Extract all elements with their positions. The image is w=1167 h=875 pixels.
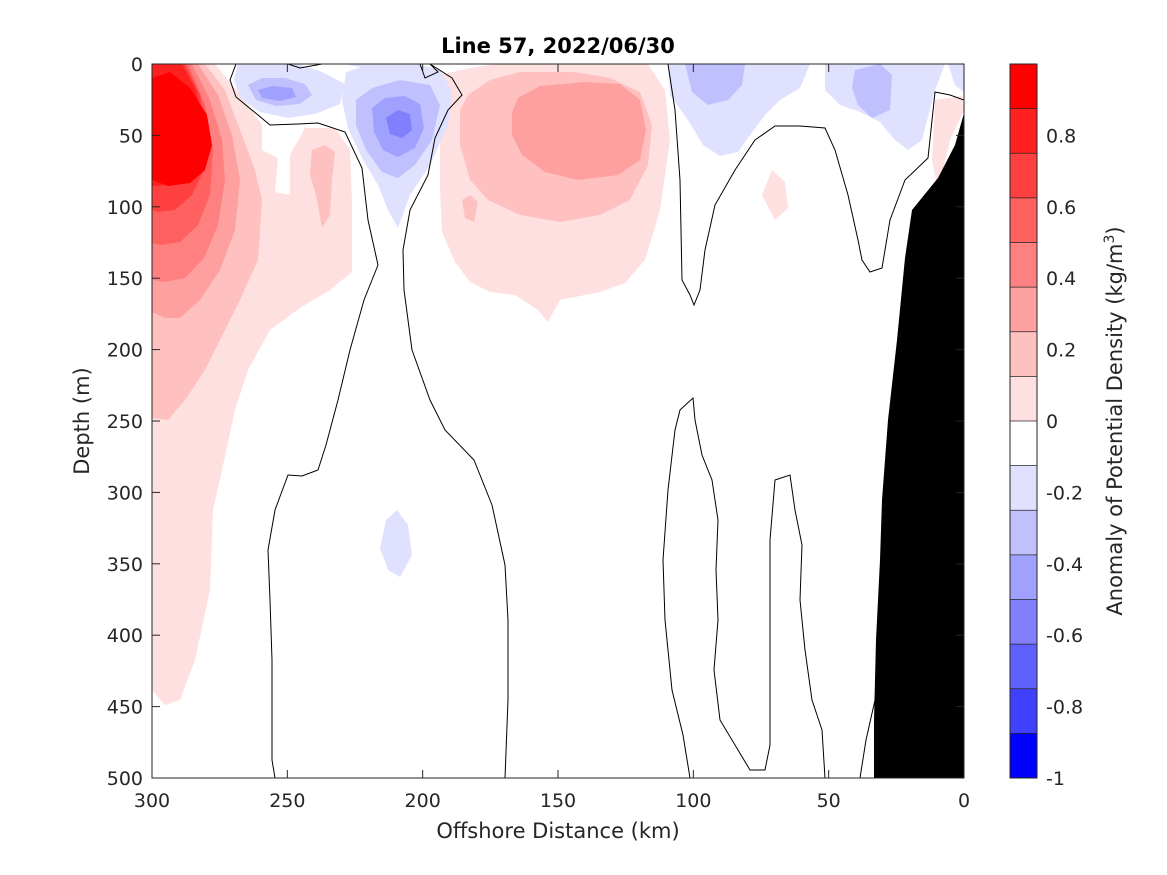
- colorbar-tick-label: -0.6: [1046, 625, 1083, 647]
- negative-anomaly-200km-core: [386, 110, 412, 138]
- x-tick-label: 0: [958, 790, 970, 812]
- colorbar-level: [1010, 465, 1037, 511]
- colorbar-level: [1010, 64, 1037, 109]
- negative-anomaly-surface-thin: [345, 64, 420, 72]
- zero-contours: [229, 64, 964, 778]
- negative-anomaly-deep: [380, 510, 412, 577]
- colorbar-level: [1010, 733, 1037, 778]
- colorbar-levels: [1010, 63, 1037, 778]
- chart-title: Line 57, 2022/06/30: [441, 34, 675, 58]
- x-tick-label: 100: [675, 790, 711, 812]
- colorbar-label-main: Anomaly of Potential Density (kg/m: [1103, 244, 1127, 616]
- positive-anomaly-secondary: [310, 145, 335, 228]
- colorbar-level: [1010, 153, 1037, 198]
- zero-contour-200km: [287, 64, 509, 778]
- midshelf-anomaly-0.3: [512, 82, 646, 180]
- colorbar-level: [1010, 510, 1037, 555]
- zero-contour-midshelf: [667, 64, 964, 307]
- negative-anomalies: [234, 64, 964, 577]
- colorbar-level: [1010, 242, 1037, 288]
- colorbar-label: Anomaly of Potential Density (kg/m3): [1102, 226, 1127, 615]
- y-tick-label: 250: [107, 411, 143, 433]
- negative-anomaly-coastal-corner: [948, 64, 964, 92]
- colorbar-tick-label: 0.8: [1046, 125, 1076, 147]
- colorbar-level: [1010, 197, 1037, 243]
- nearshore-positive: [932, 96, 964, 190]
- y-tick-label: 50: [119, 125, 143, 147]
- zero-contour-offshore: [229, 64, 379, 778]
- colorbar-level: [1010, 688, 1037, 734]
- midshelf-patch-small: [462, 195, 478, 222]
- negative-anomaly-100km-inner: [685, 64, 745, 105]
- negative-anomaly-nearshore-inner: [852, 64, 892, 118]
- y-tick-label: 350: [107, 554, 143, 576]
- y-tick-label: 400: [107, 625, 143, 647]
- y-tick-label: 300: [107, 482, 143, 504]
- zero-contour-deep-left: [662, 396, 826, 778]
- colorbar-level: [1010, 108, 1037, 154]
- y-tick-label: 0: [131, 54, 143, 76]
- colorbar-tick-label: -0.8: [1046, 697, 1083, 719]
- colorbar-tick-label: -0.2: [1046, 482, 1083, 504]
- colorbar-level: [1010, 554, 1037, 600]
- y-tick-label: 200: [107, 340, 143, 362]
- colorbar-level: [1010, 421, 1037, 466]
- colorbar-tick-label: 0: [1046, 411, 1058, 433]
- colorbar-frame: [1009, 63, 1038, 779]
- positive-anomaly-midshelf: [440, 64, 964, 322]
- colorbar-ticks: 0.8 0.6 0.4 0.2 0 -0.2 -0.4 -0.6 -0.8 -1: [1046, 125, 1083, 790]
- y-axis: 0 50 100 150 200 250 300 350 400 450 500: [107, 54, 964, 790]
- colorbar-level: [1010, 287, 1037, 332]
- colorbar-level: [1010, 331, 1037, 377]
- y-tick-label: 150: [107, 268, 143, 290]
- x-tick-label: 300: [134, 790, 170, 812]
- colorbar-level: [1010, 599, 1037, 645]
- y-axis-label: Depth (m): [70, 367, 94, 474]
- colorbar-label-superscript: 3: [1102, 235, 1118, 244]
- colorbar-tick-label: -0.4: [1046, 554, 1083, 576]
- y-tick-label: 500: [107, 768, 143, 790]
- midshelf-patch-nearshore: [762, 170, 788, 220]
- y-tick-label: 450: [107, 697, 143, 719]
- x-tick-label: 150: [540, 790, 576, 812]
- colorbar-label-close: ): [1103, 226, 1127, 234]
- colorbar-level: [1010, 376, 1037, 421]
- colorbar-tick-label: 0.4: [1046, 268, 1076, 290]
- bathymetry-shelf: [874, 113, 964, 778]
- x-tick-label: 200: [405, 790, 441, 812]
- plot-area: 300 250 200 150 100 50 0 050100150200250300350…: [107, 54, 970, 812]
- x-tick-label: 50: [817, 790, 841, 812]
- negative-anomaly-offshore-core: [258, 86, 296, 101]
- x-axis: 300 250 200 150 100 50 0: [134, 64, 970, 812]
- colorbar-tick-label: 0.2: [1046, 340, 1076, 362]
- colorbar-tick-label: 0.6: [1046, 197, 1076, 219]
- colorbar: 0.8 0.6 0.4 0.2 0 -0.2 -0.4 -0.6 -0.8 -1 Anomaly …: [1009, 63, 1127, 790]
- x-tick-label: 250: [269, 790, 305, 812]
- colorbar-tick-label: -1: [1046, 768, 1065, 790]
- colorbar-level: [1010, 644, 1037, 689]
- x-axis-label: Offshore Distance (km): [436, 819, 679, 843]
- positive-anomaly-core: [152, 72, 212, 186]
- y-tick-label: 100: [107, 197, 143, 219]
- anomaly-field: [152, 64, 964, 778]
- positive-anomaly-shelf-edge: [152, 64, 352, 705]
